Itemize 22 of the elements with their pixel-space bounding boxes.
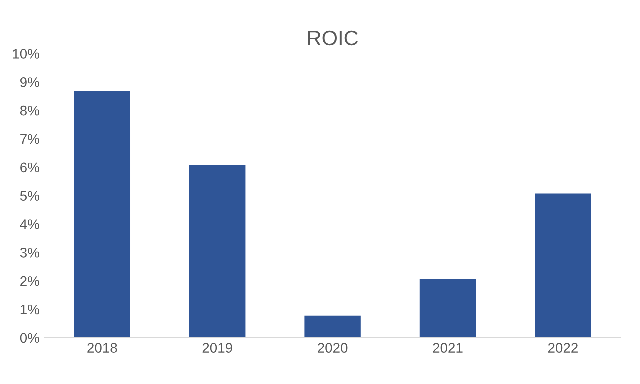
y-tick-label: 10% — [13, 49, 40, 59]
y-tick-label: 2% — [20, 276, 40, 286]
x-tick-label: 2021 — [433, 343, 463, 353]
y-tick-label: 5% — [20, 191, 40, 202]
x-tick-label: 2022 — [548, 343, 578, 353]
x-tick-label: 2020 — [318, 343, 348, 353]
y-tick-label: 6% — [20, 162, 40, 173]
y-tick-label: 1% — [20, 304, 40, 315]
bar — [72, 90, 132, 338]
y-tick-label: 9% — [20, 78, 40, 88]
chart-title: ROIC — [308, 30, 358, 46]
x-tick-label: 2019 — [202, 343, 232, 353]
y-tick-label: 4% — [20, 220, 40, 230]
x-tick-label: 2018 — [88, 343, 118, 353]
y-tick-label: 8% — [20, 106, 40, 116]
bar — [534, 192, 593, 338]
bar — [418, 278, 478, 338]
bar — [303, 314, 362, 338]
y-tick-label: 0% — [20, 333, 40, 344]
y-tick-label: 7% — [20, 134, 40, 144]
y-tick-label: 3% — [20, 248, 40, 258]
bar — [188, 164, 248, 338]
